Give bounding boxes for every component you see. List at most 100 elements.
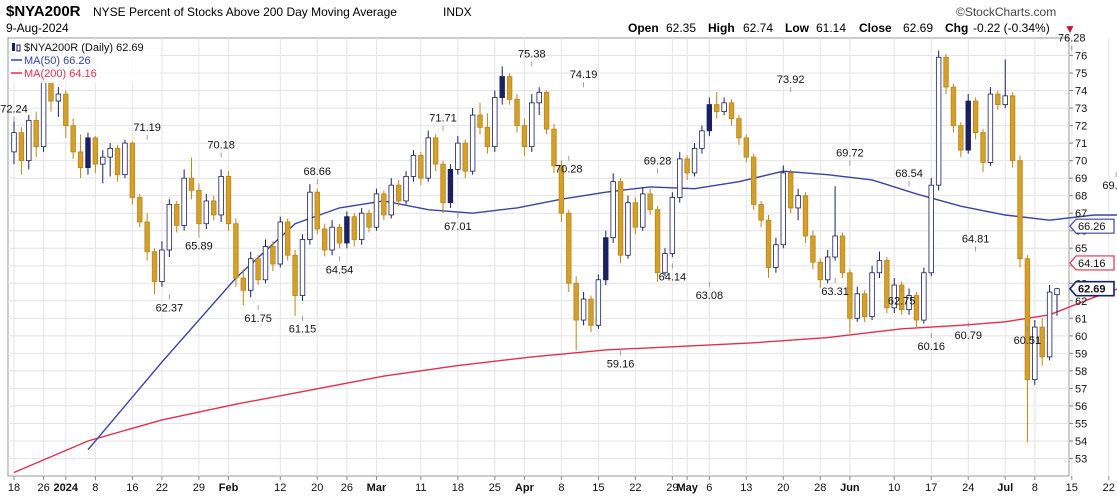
annotation-69.28: 69.28: [644, 155, 672, 174]
candle-74: [558, 160, 565, 222]
candle-body: [765, 219, 772, 268]
candle-body: [943, 56, 949, 88]
candle-body: [551, 128, 557, 167]
candle-body: [817, 261, 823, 281]
annotation-label: 69.28: [644, 155, 672, 167]
candle-body: [832, 235, 838, 258]
candle-body: [33, 119, 39, 148]
candle-body: [728, 102, 735, 119]
candle-body: [188, 177, 195, 191]
legend-candle-icon-2: [16, 44, 21, 52]
candle-97: [728, 99, 735, 126]
y-tick-label: 72: [1075, 121, 1087, 133]
annotation-label: 70.18: [207, 139, 235, 151]
candle-20: [159, 241, 165, 287]
candle-body: [876, 260, 883, 274]
candle-body: [211, 200, 217, 216]
x-tick-label: 22: [156, 482, 168, 494]
candle-109: [817, 258, 823, 288]
candle-140: [1046, 285, 1053, 361]
y-tick-label: 56: [1075, 401, 1087, 413]
annotation-76.28: 76.28: [1058, 33, 1086, 51]
annotation-64.81: 64.81: [962, 234, 989, 252]
y-marker-label: 64.16: [1078, 258, 1106, 270]
candle-9: [77, 134, 84, 179]
candle-body: [240, 277, 247, 291]
candle-0: [11, 121, 17, 165]
candle-body: [935, 56, 942, 186]
candle-81: [610, 173, 616, 243]
candle-body: [854, 293, 860, 319]
ma50-line: [87, 170, 1117, 451]
candle-102: [765, 214, 772, 278]
candle-17: [137, 193, 143, 228]
candle-body: [913, 295, 920, 321]
candle-body: [950, 86, 957, 126]
annotation-label: 59.16: [607, 359, 635, 371]
brand-label: ©StockCharts.com: [956, 5, 1056, 19]
close-value: 62.69: [903, 21, 933, 35]
candle-body: [262, 246, 269, 281]
candle-22: [174, 200, 180, 233]
candle-68: [514, 94, 520, 133]
candle-body: [203, 200, 210, 225]
candle-80: [603, 230, 609, 286]
candle-19: [151, 248, 158, 295]
candle-6: [55, 87, 62, 117]
candle-123: [921, 267, 927, 324]
candle-16: [129, 141, 136, 205]
candle-body: [55, 93, 62, 102]
ma200-series: [13, 288, 1117, 474]
candle-body: [795, 195, 801, 209]
candle-55: [418, 151, 424, 186]
candle-111: [832, 186, 838, 261]
annotation-73.92: 73.92: [777, 74, 804, 92]
candle-35: [270, 241, 276, 272]
candle-body: [144, 221, 150, 253]
candle-134: [1002, 59, 1008, 109]
candle-body: [469, 114, 476, 172]
annotation-69.36: 69.36: [1102, 171, 1117, 192]
candle-body: [921, 272, 927, 321]
candle-135: [1009, 92, 1016, 168]
candle-46: [351, 213, 357, 247]
y-marker-label: 66.26: [1078, 221, 1106, 233]
x-axis: 18 26 2024 8 16 22 29 Feb 12 20 26 Mar 11 18 25 Apr 8 15 2…: [8, 476, 1115, 494]
candle-112: [839, 232, 846, 279]
x-tick-label: 12: [274, 482, 286, 494]
open-label: Open: [628, 21, 659, 35]
candle-body: [255, 258, 261, 281]
candle-31: [240, 269, 247, 306]
annotation-label: 76.28: [1058, 33, 1086, 45]
y-tick-label: 65: [1075, 243, 1087, 255]
candle-71: [536, 87, 542, 116]
x-tick-label: 20: [311, 482, 323, 494]
x-tick-label: 26: [37, 482, 49, 494]
candle-body: [536, 91, 542, 104]
candle-body: [159, 249, 165, 282]
candle-79: [595, 274, 602, 329]
candle-118: [884, 257, 890, 314]
annotation-label: 63.31: [821, 286, 849, 298]
chart-description: NYSE Percent of Stocks Above 200 Day Mov…: [93, 5, 397, 19]
candle-119: [891, 278, 897, 314]
annotation-label: 71.19: [133, 122, 161, 134]
grid-lines: [8, 38, 1110, 476]
candle-120: [898, 281, 905, 315]
candle-7: [63, 90, 69, 138]
x-tick-label: 13: [740, 482, 752, 494]
candle-body: [351, 216, 357, 240]
candle-115: [861, 290, 868, 322]
candle-body: [514, 98, 520, 127]
candle-body: [847, 272, 853, 319]
candle-body: [410, 154, 417, 177]
candle-body: [958, 125, 964, 151]
annotation-69.72: 69.72: [836, 148, 864, 166]
annotation-61.75: 61.75: [244, 305, 272, 325]
candle-99: [743, 134, 750, 163]
x-tick-label: 25: [489, 482, 501, 494]
y-tick-label: 68: [1075, 191, 1087, 203]
x-tick-label: 8: [558, 482, 564, 494]
candle-108: [810, 230, 816, 270]
ma200-line: [13, 288, 1117, 474]
